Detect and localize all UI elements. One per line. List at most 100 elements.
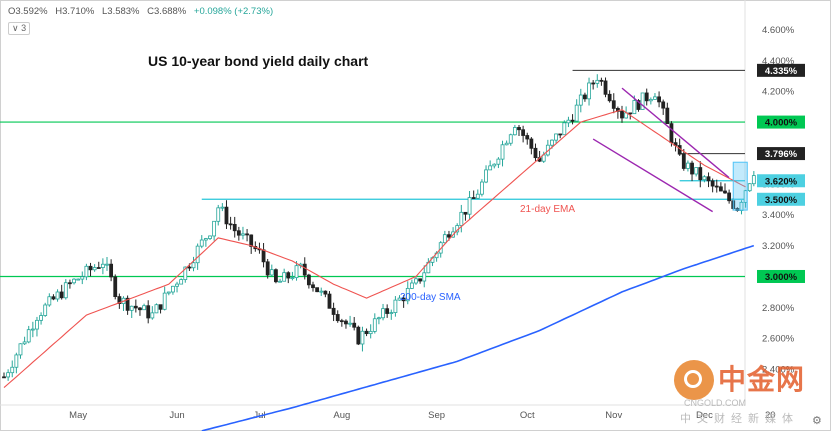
sma-annotation: 200-day SMA xyxy=(400,292,461,303)
y-tick-label: 3.400% xyxy=(762,210,795,221)
candle-body xyxy=(241,233,245,236)
watermark-brand: 中金网 xyxy=(718,364,806,395)
candle-body xyxy=(236,230,241,236)
candle-body xyxy=(26,329,31,343)
x-tick-label: Oct xyxy=(520,410,535,421)
candle-body xyxy=(191,262,196,269)
ema-line xyxy=(3,109,746,389)
price-tag: 3.620% xyxy=(757,174,805,188)
candle-body xyxy=(315,287,320,293)
candle-body xyxy=(714,185,719,188)
breakout-box xyxy=(732,161,748,211)
candle-body xyxy=(158,304,163,310)
candle-body xyxy=(578,94,583,106)
gear-icon[interactable]: ⚙ xyxy=(812,415,822,427)
price-tag-bg xyxy=(757,269,805,283)
ema-annotation: 21-day EMA xyxy=(520,204,576,215)
close-value: C3.688% xyxy=(147,6,187,17)
candle-body xyxy=(628,112,633,115)
candle-body xyxy=(471,197,476,199)
price-tag-label: 3.620% xyxy=(765,176,798,187)
candle-body xyxy=(6,372,11,378)
price-tag-bg xyxy=(757,192,805,206)
candle-body xyxy=(39,315,43,321)
candle-body xyxy=(710,180,715,187)
candle-body xyxy=(245,233,249,236)
candle-body xyxy=(92,267,97,271)
candle-body xyxy=(467,197,472,215)
candle-body xyxy=(212,220,217,237)
candle-body xyxy=(335,314,340,322)
candle-body xyxy=(187,266,192,269)
y-tick-label: 3.200% xyxy=(762,241,795,252)
candle-body xyxy=(702,176,707,181)
candle-body xyxy=(562,122,567,136)
candle-body xyxy=(521,129,526,136)
candle-body xyxy=(109,263,114,278)
x-tick-label: Dec xyxy=(696,410,713,421)
channel-lower-line xyxy=(592,138,714,213)
candle-body xyxy=(591,82,596,85)
candle-body xyxy=(352,322,357,328)
candle-body xyxy=(261,249,266,263)
candle-body xyxy=(475,193,480,199)
candle-body xyxy=(224,206,229,225)
candle-body xyxy=(611,100,616,109)
candle-body xyxy=(150,312,155,319)
price-tag: 3.796% xyxy=(757,147,805,161)
candle-body xyxy=(356,326,361,345)
candle-body xyxy=(265,261,270,276)
price-tag-bg xyxy=(757,147,805,161)
candle-body xyxy=(63,282,68,299)
candle-body xyxy=(372,318,377,332)
candle-body xyxy=(409,282,414,289)
candle-body xyxy=(88,265,93,271)
x-tick-label: Sep xyxy=(428,410,445,421)
candle-body xyxy=(30,328,35,331)
candle-body xyxy=(138,307,142,311)
y-tick-label: 2.600% xyxy=(762,334,795,345)
candle-body xyxy=(269,269,274,276)
price-tag: 3.000% xyxy=(757,269,805,283)
candle-body xyxy=(694,167,699,175)
candle-body xyxy=(661,101,666,109)
candle-body xyxy=(282,272,287,282)
candle-body xyxy=(418,278,423,282)
candle-body xyxy=(2,376,6,379)
price-tag-bg xyxy=(757,115,805,129)
candle-body xyxy=(447,234,451,238)
candle-body xyxy=(504,142,509,146)
candle-body xyxy=(344,320,348,325)
price-tag-bg xyxy=(757,63,805,77)
candle-body xyxy=(653,96,657,100)
candle-body xyxy=(84,265,89,278)
candle-body xyxy=(607,93,612,102)
candle-body xyxy=(302,263,307,276)
candle-body xyxy=(599,79,604,82)
candle-body xyxy=(657,96,661,103)
sma-line xyxy=(201,244,755,431)
candle-body xyxy=(385,308,390,314)
candle-body xyxy=(640,92,645,110)
price-tag: 3.500% xyxy=(757,192,805,206)
candle-body xyxy=(368,330,373,335)
candle-body xyxy=(319,290,324,293)
candle-body xyxy=(377,317,381,320)
candle-body xyxy=(68,282,72,285)
x-tick-label: Nov xyxy=(605,410,622,421)
candle-body xyxy=(47,296,52,306)
indicator-collapse-button[interactable]: ∨ 3 xyxy=(8,22,31,35)
candle-body xyxy=(723,190,727,194)
candle-body xyxy=(311,284,315,289)
candle-body xyxy=(290,277,295,280)
change-value: +0.098% (+2.73%) xyxy=(193,6,274,17)
price-tag: 4.335% xyxy=(757,63,805,77)
price-tag-label: 4.000% xyxy=(765,118,798,129)
candle-body xyxy=(570,119,575,122)
candle-body xyxy=(22,341,27,345)
candle-body xyxy=(360,330,365,345)
y-tick-label: 2.800% xyxy=(762,303,795,314)
candle-body xyxy=(648,98,653,102)
candle-body xyxy=(80,276,85,280)
candle-body xyxy=(208,235,212,239)
